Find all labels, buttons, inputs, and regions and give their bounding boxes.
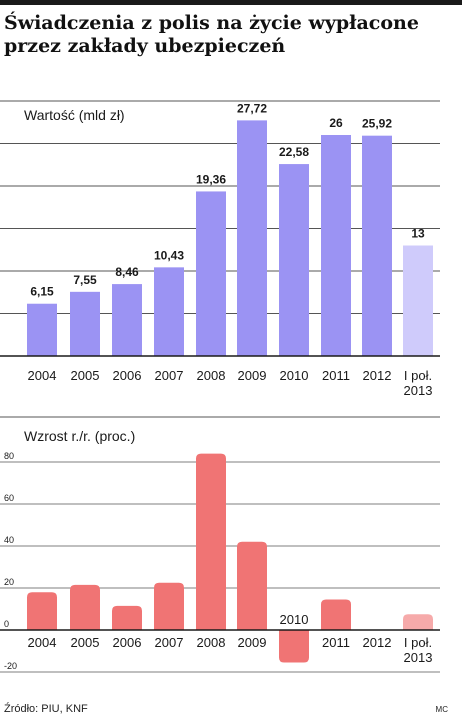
bar <box>196 453 226 630</box>
x-tick-label: 2006 <box>113 368 142 383</box>
y-tick-label: 20 <box>4 577 14 587</box>
y-axis-label: Wzrost r./r. (proc.) <box>24 428 135 444</box>
label-box <box>277 612 311 629</box>
label-box <box>68 635 102 652</box>
x-tick-label: 2010 <box>280 368 309 383</box>
data-label: 6,15 <box>30 285 54 299</box>
x-tick-label: 2009 <box>238 635 267 650</box>
bar <box>27 592 57 630</box>
bar <box>70 291 100 356</box>
x-tick-label: 2004 <box>28 635 57 650</box>
x-tick-label: 2005 <box>71 635 100 650</box>
data-label: 13 <box>411 227 425 241</box>
x-tick-label: 2006 <box>113 635 142 650</box>
bar <box>154 267 184 356</box>
x-tick-label: 2013 <box>404 383 433 398</box>
bar <box>279 164 309 356</box>
bar <box>27 303 57 356</box>
x-tick-label: 2012 <box>363 368 392 383</box>
source-note: Źródło: PIU, KNF <box>4 703 88 715</box>
bar <box>403 245 433 356</box>
data-label: 25,92 <box>362 117 392 131</box>
y-tick-label: 0 <box>4 619 9 629</box>
data-label: 10,43 <box>154 248 184 262</box>
x-tick-label: 2008 <box>197 635 226 650</box>
chart-area: Wartość (mld zł) 6,15 7,55 8,46 10,43 19,36 27… <box>0 100 440 673</box>
x-tick-label: 2011 <box>322 635 350 650</box>
label-box <box>360 635 394 652</box>
bar <box>154 582 184 630</box>
x-tick-label: 2004 <box>28 368 57 383</box>
label-box <box>110 635 144 652</box>
label-box <box>152 635 186 652</box>
bar <box>112 605 142 630</box>
x-tick-label: 2009 <box>238 368 267 383</box>
data-label: 27,72 <box>237 101 267 115</box>
label-box <box>194 635 228 652</box>
x-tick-label: 2007 <box>155 635 184 650</box>
label-box <box>319 635 353 652</box>
y-tick-label: 80 <box>4 451 14 461</box>
y-tick-label: -20 <box>4 661 17 671</box>
value-chart: Wartość (mld zł) 6,15 7,55 8,46 10,43 19,36 27… <box>0 100 440 398</box>
data-label: 22,58 <box>279 145 309 159</box>
growth-chart: -20 0 20 40 60 80 Wzrost r./r. (proc.) 2004 2005… <box>0 416 440 673</box>
data-label: 26 <box>329 116 343 130</box>
data-label: 7,55 <box>73 273 97 287</box>
x-tick-label: 2008 <box>197 368 226 383</box>
label-box <box>235 635 269 652</box>
y-tick-label: 40 <box>4 535 14 545</box>
chart-title: Świadczenia z polis na życie wypłacone p… <box>4 12 419 57</box>
label-box <box>25 635 59 652</box>
bar <box>403 614 433 630</box>
data-label: 8,46 <box>115 265 139 279</box>
y-axis-label: Wartość (mld zł) <box>24 107 125 123</box>
x-tick-label: 2005 <box>71 368 100 383</box>
x-tick-label: 2012 <box>363 635 392 650</box>
x-tick-label: 2010 <box>280 612 309 627</box>
bar <box>196 191 226 356</box>
bar <box>279 630 309 663</box>
bar <box>112 284 142 356</box>
x-tick-label: I poł. <box>404 368 432 383</box>
y-tick-label: 60 <box>4 493 14 503</box>
bar <box>321 599 351 630</box>
x-tick-label: 2007 <box>155 368 184 383</box>
bar <box>362 135 392 356</box>
label-box <box>398 635 438 667</box>
top-rule <box>0 0 462 5</box>
author-initials: MC <box>435 705 448 714</box>
bar <box>321 135 351 356</box>
x-tick-label: I poł. <box>404 635 432 650</box>
bar <box>237 541 267 630</box>
x-tick-label: 2011 <box>322 368 350 383</box>
bar <box>70 584 100 630</box>
data-label: 19,36 <box>196 172 226 186</box>
bar <box>237 120 267 356</box>
x-tick-label: 2013 <box>404 650 433 665</box>
